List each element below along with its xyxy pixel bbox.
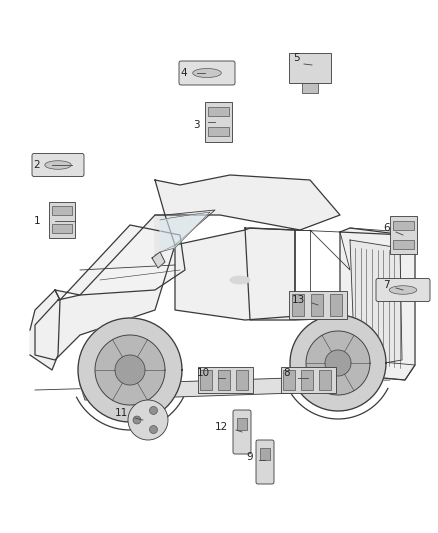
- Bar: [52, 224, 72, 233]
- Circle shape: [133, 416, 141, 424]
- Bar: [292, 294, 304, 316]
- Bar: [200, 370, 212, 390]
- Text: 9: 9: [246, 452, 253, 462]
- Circle shape: [128, 400, 168, 440]
- Text: 1: 1: [33, 216, 40, 226]
- Bar: [260, 448, 270, 460]
- Text: 7: 7: [383, 280, 390, 290]
- Text: 5: 5: [293, 53, 300, 63]
- FancyBboxPatch shape: [376, 279, 430, 302]
- Bar: [205, 102, 232, 142]
- Bar: [198, 367, 252, 393]
- Bar: [52, 206, 72, 215]
- Polygon shape: [78, 318, 182, 422]
- Text: 4: 4: [180, 68, 187, 78]
- Bar: [311, 294, 323, 316]
- Circle shape: [149, 407, 158, 415]
- Bar: [392, 221, 413, 230]
- Bar: [49, 202, 75, 238]
- Bar: [237, 370, 248, 390]
- Bar: [301, 370, 313, 390]
- Polygon shape: [245, 228, 340, 320]
- Polygon shape: [340, 228, 415, 380]
- Ellipse shape: [230, 276, 250, 284]
- Text: 3: 3: [193, 120, 200, 130]
- Polygon shape: [155, 210, 215, 255]
- Polygon shape: [55, 225, 185, 300]
- Polygon shape: [160, 212, 210, 252]
- Bar: [289, 53, 331, 83]
- Bar: [392, 239, 413, 248]
- FancyBboxPatch shape: [179, 61, 235, 85]
- Polygon shape: [306, 331, 370, 395]
- Bar: [237, 418, 247, 430]
- Text: 12: 12: [215, 422, 228, 432]
- Bar: [283, 370, 295, 390]
- Polygon shape: [350, 240, 402, 368]
- Polygon shape: [115, 355, 145, 385]
- Polygon shape: [95, 335, 165, 405]
- Bar: [208, 127, 229, 136]
- Polygon shape: [155, 175, 340, 230]
- Text: 8: 8: [283, 368, 290, 378]
- Polygon shape: [290, 315, 386, 411]
- Polygon shape: [35, 215, 175, 360]
- Polygon shape: [325, 350, 351, 376]
- FancyBboxPatch shape: [256, 440, 274, 484]
- Ellipse shape: [389, 286, 417, 294]
- Circle shape: [149, 425, 158, 433]
- Polygon shape: [340, 318, 362, 380]
- Text: 11: 11: [115, 408, 128, 418]
- Bar: [330, 294, 343, 316]
- Bar: [302, 83, 318, 93]
- Bar: [218, 370, 230, 390]
- Text: 2: 2: [33, 160, 40, 170]
- Text: 6: 6: [383, 223, 390, 233]
- Bar: [280, 367, 336, 393]
- Ellipse shape: [45, 161, 71, 169]
- Polygon shape: [175, 228, 310, 320]
- Bar: [319, 370, 331, 390]
- Text: 10: 10: [197, 368, 210, 378]
- Bar: [289, 291, 347, 319]
- Ellipse shape: [193, 69, 221, 77]
- Polygon shape: [30, 290, 60, 370]
- Polygon shape: [80, 378, 295, 400]
- Bar: [208, 107, 229, 116]
- Polygon shape: [152, 252, 165, 268]
- Text: 13: 13: [292, 295, 305, 305]
- Bar: [389, 216, 417, 254]
- FancyBboxPatch shape: [32, 154, 84, 176]
- FancyBboxPatch shape: [233, 410, 251, 454]
